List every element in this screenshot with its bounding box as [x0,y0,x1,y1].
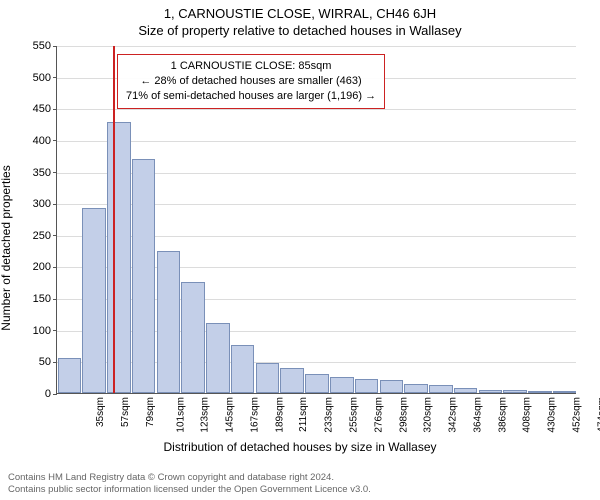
x-axis-label: Distribution of detached houses by size … [0,440,600,454]
x-tick: 342sqm [448,397,459,433]
histogram-bar [429,385,453,393]
histogram-bar [231,345,255,393]
x-tick: 123sqm [200,397,211,433]
x-tick: 298sqm [398,397,409,433]
x-tick: 79sqm [145,397,156,427]
x-tick: 474sqm [596,397,600,433]
histogram-bar [157,251,181,393]
histogram-bar [58,358,82,393]
x-tick: 386sqm [497,397,508,433]
y-axis-label: Number of detached properties [0,165,13,330]
info-line-property: 1 CARNOUSTIE CLOSE: 85sqm [126,59,376,74]
histogram-bar [256,363,280,393]
gridline [57,109,576,110]
histogram-bar [206,323,230,393]
plot-region: 05010015020025030035040045050055035sqm57… [56,46,576,394]
histogram-bar [280,368,304,393]
footer-line-2: Contains public sector information licen… [8,484,592,496]
x-tick: 452sqm [571,397,582,433]
histogram-bar [553,391,577,393]
x-tick: 408sqm [522,397,533,433]
attribution-footer: Contains HM Land Registry data © Crown c… [8,472,592,496]
x-tick: 276sqm [373,397,384,433]
x-tick: 35sqm [95,397,106,427]
info-line-smaller: ← 28% of detached houses are smaller (46… [126,74,376,89]
histogram-bar [380,380,404,393]
gridline [57,46,576,47]
histogram-bar [107,122,131,393]
x-tick: 145sqm [225,397,236,433]
histogram-bar [503,390,527,393]
info-line-larger: 71% of semi-detached houses are larger (… [126,89,376,104]
histogram-bar [181,282,205,393]
page-title: 1, CARNOUSTIE CLOSE, WIRRAL, CH46 6JH [0,0,600,21]
histogram-bar [528,391,552,393]
x-tick: 255sqm [349,397,360,433]
page-subtitle: Size of property relative to detached ho… [0,21,600,38]
footer-line-1: Contains HM Land Registry data © Crown c… [8,472,592,484]
x-tick: 364sqm [472,397,483,433]
gridline [57,141,576,142]
x-tick: 167sqm [250,397,261,433]
x-tick: 101sqm [175,397,186,433]
x-tick: 57sqm [120,397,131,427]
property-marker-line [113,46,115,393]
histogram-bar [305,374,329,393]
x-tick: 189sqm [274,397,285,433]
histogram-bar [404,384,428,393]
histogram-bar [479,390,503,393]
histogram-bar [330,377,354,393]
histogram-bar [82,208,106,393]
histogram-bar [454,388,478,393]
histogram-bar [132,159,156,393]
chart-area: Number of detached properties 0501001502… [0,38,600,458]
info-box: 1 CARNOUSTIE CLOSE: 85sqm ← 28% of detac… [117,54,385,109]
x-tick: 320sqm [423,397,434,433]
histogram-bar [355,379,379,393]
x-tick: 233sqm [324,397,335,433]
x-tick: 211sqm [298,397,309,432]
x-tick: 430sqm [547,397,558,433]
